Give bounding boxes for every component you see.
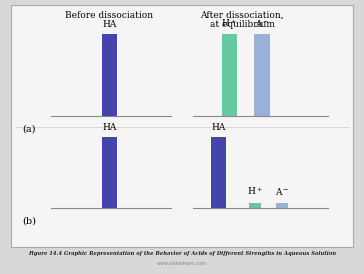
FancyBboxPatch shape (11, 5, 353, 247)
Text: www.slideshare.com: www.slideshare.com (157, 261, 207, 266)
Text: Figure 14.4 Graphic Representation of the Behavior of Acids of Different Strengt: Figure 14.4 Graphic Representation of th… (28, 251, 336, 256)
Text: HA: HA (211, 123, 226, 132)
Bar (276, 203, 288, 208)
Text: (b): (b) (22, 216, 36, 226)
Bar (102, 137, 117, 208)
Text: H$^+$: H$^+$ (247, 185, 263, 197)
Text: (a): (a) (22, 125, 35, 134)
Text: A$^-$: A$^-$ (255, 18, 269, 29)
Text: HA: HA (102, 123, 116, 132)
Text: H$^+$: H$^+$ (221, 18, 237, 29)
Bar (211, 137, 226, 208)
Text: HA: HA (102, 20, 116, 29)
Bar (222, 34, 237, 116)
Bar (254, 34, 270, 116)
Bar (102, 34, 117, 116)
Text: at equilibrium: at equilibrium (210, 20, 274, 29)
Bar (249, 203, 261, 208)
Text: After dissociation,: After dissociation, (200, 11, 284, 19)
Text: A$^-$: A$^-$ (275, 186, 289, 197)
Text: Before dissociation: Before dissociation (65, 11, 153, 19)
